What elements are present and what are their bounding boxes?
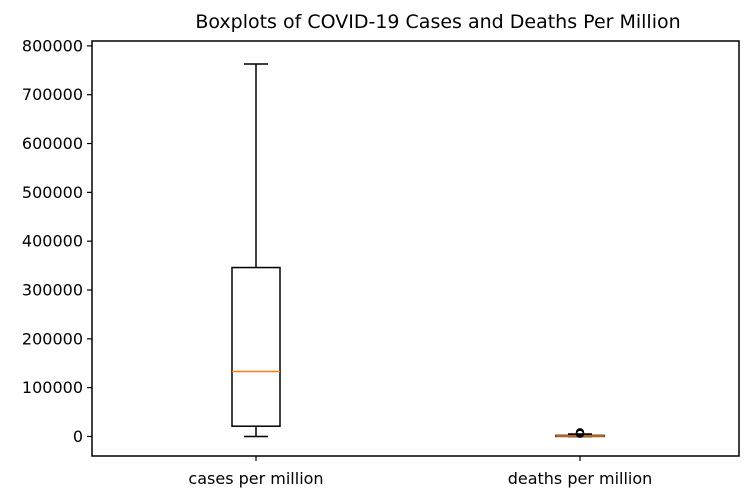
x-tick-label: deaths per million <box>508 469 653 488</box>
boxplot-series <box>231 63 605 438</box>
box-2 <box>555 428 605 438</box>
y-tick-label: 500000 <box>22 183 83 202</box>
y-axis: 0 100000 200000 300000 400000 500000 600000 700… <box>22 36 92 446</box>
y-tick-label: 200000 <box>22 329 83 348</box>
y-tick-label: 300000 <box>22 281 83 300</box>
chart-title: Boxplots of COVID-19 Cases and Deaths Pe… <box>195 11 680 33</box>
iqr-box <box>231 266 281 427</box>
y-tick-label: 600000 <box>22 134 83 153</box>
x-tick-label: cases per million <box>188 469 323 488</box>
box-1 <box>231 63 281 438</box>
x-axis: cases per million deaths per million <box>188 456 652 488</box>
y-tick-label: 100000 <box>22 378 83 397</box>
y-tick-label: 0 <box>73 427 83 446</box>
y-tick-label: 800000 <box>22 36 83 55</box>
y-tick-label: 700000 <box>22 85 83 104</box>
outlier-point <box>575 428 585 437</box>
y-tick-label: 400000 <box>22 232 83 251</box>
plot-area-frame <box>91 40 740 457</box>
